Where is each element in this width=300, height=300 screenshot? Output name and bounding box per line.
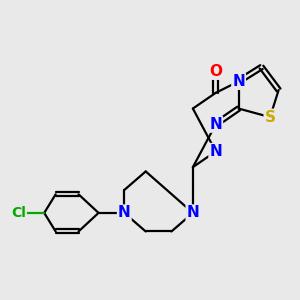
Text: N: N <box>209 117 222 132</box>
Text: N: N <box>118 206 130 220</box>
Text: S: S <box>265 110 276 124</box>
Text: N: N <box>187 206 199 220</box>
Text: N: N <box>232 74 245 89</box>
Text: O: O <box>209 64 222 79</box>
Text: N: N <box>209 144 222 159</box>
Text: Cl: Cl <box>11 206 26 220</box>
